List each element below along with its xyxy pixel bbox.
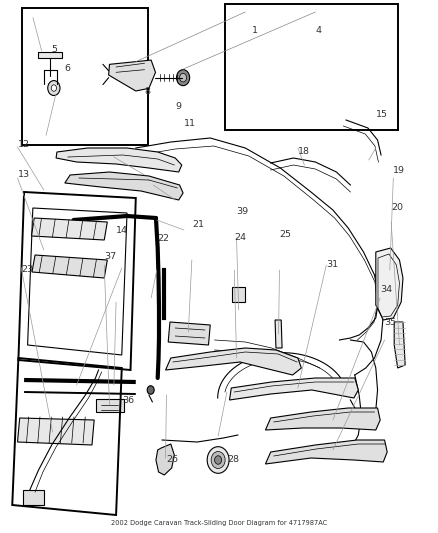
Text: 18: 18 xyxy=(298,147,310,156)
Text: 11: 11 xyxy=(184,119,196,128)
Text: 12: 12 xyxy=(18,141,29,149)
Circle shape xyxy=(207,447,229,473)
Text: 14: 14 xyxy=(116,227,128,235)
Bar xyxy=(22,8,148,145)
Bar xyxy=(225,4,398,130)
Text: 5: 5 xyxy=(52,45,58,54)
Bar xyxy=(232,287,245,302)
Text: 28: 28 xyxy=(227,455,239,464)
Polygon shape xyxy=(168,322,210,345)
Text: 37: 37 xyxy=(104,252,117,261)
Ellipse shape xyxy=(161,455,170,465)
Polygon shape xyxy=(56,148,182,172)
Text: 1: 1 xyxy=(252,27,258,35)
Text: 2002 Dodge Caravan Track-Sliding Door Diagram for 4717987AC: 2002 Dodge Caravan Track-Sliding Door Di… xyxy=(111,520,327,527)
Text: 6: 6 xyxy=(65,64,71,72)
Text: 9: 9 xyxy=(175,102,181,111)
Text: 22: 22 xyxy=(157,235,169,243)
Text: 25: 25 xyxy=(279,230,291,239)
Circle shape xyxy=(215,456,222,464)
Ellipse shape xyxy=(50,430,68,440)
Polygon shape xyxy=(265,408,380,430)
Text: 21: 21 xyxy=(192,221,204,229)
Text: 13: 13 xyxy=(18,171,30,179)
Text: 20: 20 xyxy=(391,204,403,212)
Text: 19: 19 xyxy=(393,166,405,175)
Bar xyxy=(23,490,44,505)
Text: 39: 39 xyxy=(237,207,249,215)
Text: 31: 31 xyxy=(326,260,339,269)
Bar xyxy=(96,399,124,412)
Text: 36: 36 xyxy=(122,397,134,405)
Polygon shape xyxy=(275,320,282,348)
Text: 23: 23 xyxy=(21,265,33,274)
Polygon shape xyxy=(156,444,174,475)
Text: 4: 4 xyxy=(315,27,321,35)
Polygon shape xyxy=(109,60,155,91)
Polygon shape xyxy=(394,322,405,368)
Circle shape xyxy=(211,451,225,469)
Polygon shape xyxy=(65,172,183,200)
Circle shape xyxy=(180,74,187,82)
Text: 35: 35 xyxy=(385,319,397,327)
Circle shape xyxy=(177,70,190,86)
Polygon shape xyxy=(376,248,403,320)
Polygon shape xyxy=(32,255,107,278)
Polygon shape xyxy=(18,418,94,445)
Polygon shape xyxy=(265,440,387,464)
Polygon shape xyxy=(166,348,301,375)
Polygon shape xyxy=(39,52,63,58)
Text: 26: 26 xyxy=(166,455,178,464)
Text: 34: 34 xyxy=(380,286,392,294)
Circle shape xyxy=(51,85,57,91)
Circle shape xyxy=(120,69,129,79)
Circle shape xyxy=(48,80,60,95)
Circle shape xyxy=(147,386,154,394)
Text: 15: 15 xyxy=(376,110,388,118)
Text: 8: 8 xyxy=(145,87,151,96)
Polygon shape xyxy=(230,378,358,400)
Polygon shape xyxy=(32,218,107,240)
Text: 24: 24 xyxy=(234,233,246,241)
